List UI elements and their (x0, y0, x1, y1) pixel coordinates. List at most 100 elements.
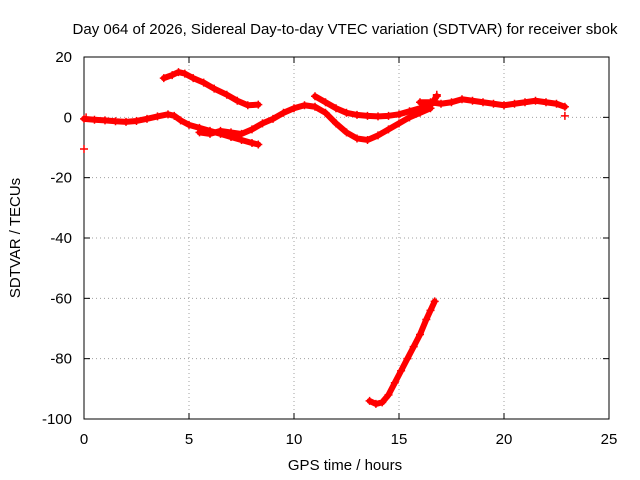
data-point (521, 98, 529, 107)
data-point (269, 114, 277, 123)
x-tick-label: 20 (496, 431, 513, 448)
data-point (332, 104, 340, 113)
data-point (254, 140, 263, 149)
data-point (353, 134, 361, 143)
chart-title: Day 064 of 2026, Sidereal Day-to-day VTE… (73, 21, 618, 38)
data-point (560, 111, 569, 120)
data-point (254, 100, 263, 109)
data-point (189, 74, 198, 83)
data-point (206, 129, 214, 138)
data-point (422, 315, 431, 324)
data-point (430, 297, 439, 306)
axis-ticks: 0 5 10 15 20 25 -100 -80 -60 -40 -20 0 20 (42, 49, 617, 448)
data-point (542, 98, 550, 107)
data-point (168, 71, 177, 80)
data-point (405, 107, 414, 116)
data-point (342, 108, 351, 117)
data-point (447, 98, 456, 107)
data-point (363, 135, 372, 144)
series-deep-drop (365, 297, 439, 408)
y-tick-label: -40 (50, 230, 72, 247)
x-tick-label: 5 (185, 431, 193, 448)
data-point (174, 68, 183, 77)
data-point (468, 96, 477, 105)
x-tick-label: 15 (391, 431, 408, 448)
data-point (279, 108, 288, 117)
data-point (353, 110, 361, 119)
data-point (216, 126, 225, 135)
data-point (552, 99, 561, 108)
series-morning-high-arc (159, 68, 263, 110)
y-tick-label: 20 (55, 49, 72, 66)
data-point (111, 117, 120, 126)
x-axis-label: GPS time / hours (288, 457, 402, 474)
data-point (395, 110, 403, 119)
data-point (500, 101, 508, 110)
data-point (397, 366, 406, 375)
data-point (195, 128, 204, 137)
data-point (90, 115, 99, 124)
data-point (164, 110, 172, 119)
data-point (321, 108, 330, 117)
data-point (311, 92, 319, 101)
data-point (153, 112, 162, 121)
data-point (531, 96, 540, 105)
series-trace (366, 298, 438, 407)
data-point (342, 128, 351, 137)
data-point (426, 98, 435, 107)
data-point (378, 398, 387, 407)
data-point (332, 119, 340, 128)
data-point (132, 116, 141, 125)
data-point (489, 99, 498, 108)
data-point (374, 131, 382, 140)
data-point (185, 120, 193, 129)
data-point (170, 111, 179, 120)
data-point (426, 306, 435, 315)
y-axis-label: SDTVAR / TECUs (7, 178, 24, 298)
data-point (300, 101, 309, 110)
data-point (395, 119, 403, 128)
data-point (122, 117, 130, 126)
data-point (227, 128, 235, 137)
data-point (258, 119, 267, 128)
data-point (416, 330, 424, 339)
data-point (384, 111, 393, 120)
data-point (384, 390, 393, 399)
data-point (432, 90, 441, 99)
data-point (371, 399, 380, 408)
data-point (159, 74, 168, 83)
data-point (101, 116, 109, 125)
data-point (180, 69, 189, 78)
data-point (416, 98, 424, 107)
data-point (143, 114, 151, 123)
data-point (222, 90, 231, 99)
data-point (80, 145, 88, 154)
data-point (479, 98, 487, 107)
data-point (176, 116, 185, 125)
data-point (403, 354, 412, 363)
data-point (199, 78, 208, 87)
data-point (248, 138, 256, 147)
y-tick-label: -60 (50, 290, 72, 307)
y-tick-label: -20 (50, 170, 72, 187)
x-tick-label: 0 (80, 431, 88, 448)
series-trace (81, 111, 262, 148)
data-point (390, 378, 399, 387)
data-point (321, 98, 330, 107)
series-afternoon-segment (311, 92, 441, 121)
data-point (384, 125, 393, 134)
data-point (409, 342, 418, 351)
series-morning-baseline (80, 110, 263, 149)
data-point (243, 101, 252, 110)
data-point (290, 104, 298, 113)
data-point (248, 125, 256, 134)
y-tick-label: -80 (50, 351, 72, 368)
data-point (237, 129, 246, 138)
data-point (311, 102, 319, 111)
data-point (437, 99, 445, 108)
data-point (374, 112, 382, 121)
data-point (365, 396, 374, 405)
data-point (458, 95, 466, 104)
data-points (80, 68, 569, 408)
